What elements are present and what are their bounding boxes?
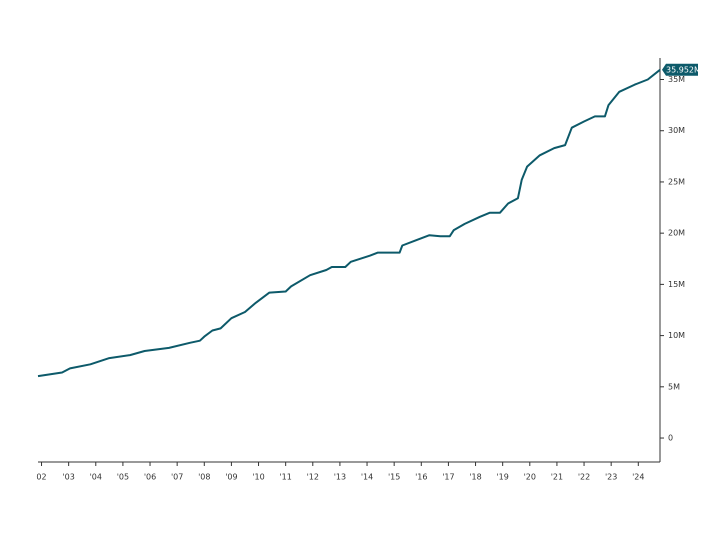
last-value-box: [662, 63, 698, 76]
last-value-tag: 35.952M: [662, 63, 701, 76]
x-tick-label: '04: [90, 473, 102, 482]
y-tick-label: 0: [668, 434, 673, 443]
x-tick-label: '13: [334, 473, 346, 482]
x-tick-label: '23: [605, 473, 617, 482]
x-tick-label: '20: [524, 473, 536, 482]
x-tick-label: '22: [578, 473, 590, 482]
y-tick-label: 5M: [668, 382, 680, 391]
x-tick-label: '17: [442, 473, 454, 482]
x-tick-label: '16: [415, 473, 427, 482]
x-tick-label: '03: [62, 473, 74, 482]
y-tick-label: 20M: [668, 229, 685, 238]
x-tick-label: '12: [307, 473, 319, 482]
x-tick-label: 02: [36, 473, 46, 482]
x-tick-label: '18: [469, 473, 481, 482]
x-tick-label: '08: [198, 473, 210, 482]
line: [37, 69, 661, 378]
x-tick-label: '05: [117, 473, 129, 482]
y-tick-label: 15M: [668, 280, 685, 289]
x-tick-label: '07: [171, 473, 183, 482]
x-tick-label: '21: [551, 473, 563, 482]
x-tick-label: '15: [388, 473, 400, 482]
y-tick-label: 10M: [668, 331, 685, 340]
y-tick-label: 30M: [668, 126, 685, 135]
x-tick-label: '11: [279, 473, 291, 482]
last-value-label: 35.952M: [666, 65, 701, 74]
x-tick-label: '10: [252, 473, 264, 482]
y-tick-label: 35M: [668, 75, 685, 84]
x-tick-label: '14: [361, 473, 373, 482]
x-tick-label: '06: [144, 473, 156, 482]
x-tick-label: '24: [632, 473, 644, 482]
x-tick-label: '09: [225, 473, 237, 482]
x-tick-label: '19: [496, 473, 508, 482]
y-tick-label: 25M: [668, 177, 685, 186]
